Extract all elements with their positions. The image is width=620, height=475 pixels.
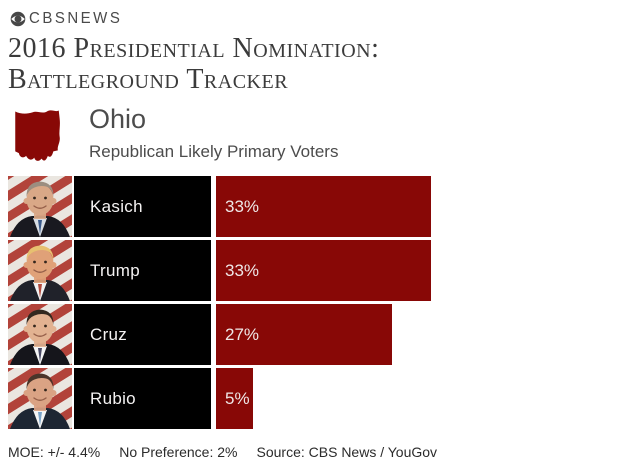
candidate-row-rubio: Rubio 5% bbox=[8, 368, 612, 429]
poll-value: 5% bbox=[225, 388, 250, 408]
moe-note: MOE: +/- 4.4% bbox=[8, 444, 101, 460]
bar-area: 33% bbox=[216, 240, 612, 301]
candidate-name: Cruz bbox=[90, 324, 128, 344]
state-header: Ohio Republican Likely Primary Voters bbox=[8, 103, 338, 165]
cruz-photo bbox=[8, 304, 72, 365]
source-note: Source: CBS News / YouGov bbox=[256, 444, 438, 460]
title-line-2: Battleground Tracker bbox=[8, 64, 289, 96]
candidate-name-box: Cruz bbox=[74, 304, 211, 365]
page-title: 2016 Presidential Nomination: Battlegrou… bbox=[8, 33, 379, 95]
poll-value: 27% bbox=[225, 324, 260, 344]
bar-area: 5% bbox=[216, 368, 612, 429]
candidate-row-kasich: Kasich 33% bbox=[8, 176, 612, 237]
no-preference-note: No Preference: 2% bbox=[119, 444, 238, 460]
candidate-name: Rubio bbox=[90, 388, 136, 408]
candidate-name-box: Trump bbox=[74, 240, 211, 301]
poll-bar: 27% bbox=[216, 304, 392, 365]
poll-bar: 33% bbox=[216, 176, 431, 237]
footer-notes: MOE: +/- 4.4% No Preference: 2% Source: … bbox=[8, 444, 437, 460]
poll-subtitle: Republican Likely Primary Voters bbox=[89, 142, 339, 161]
title-line-1: 2016 Presidential Nomination: bbox=[8, 33, 380, 64]
bar-area: 27% bbox=[216, 304, 612, 365]
poll-value: 33% bbox=[225, 260, 260, 280]
candidate-name-box: Kasich bbox=[74, 176, 211, 237]
candidate-name: Kasich bbox=[90, 196, 143, 216]
state-name: Ohio bbox=[89, 104, 147, 134]
poll-bar: 33% bbox=[216, 240, 431, 301]
kasich-photo bbox=[8, 176, 72, 237]
candidate-name-box: Rubio bbox=[74, 368, 211, 429]
poll-bar: 5% bbox=[216, 368, 253, 429]
trump-photo bbox=[8, 240, 72, 301]
poll-bar-chart: Kasich 33% Trump bbox=[8, 176, 612, 432]
cbs-news-wordmark: CBSNEWS bbox=[29, 9, 123, 28]
bar-area: 33% bbox=[216, 176, 612, 237]
poll-value: 33% bbox=[225, 196, 260, 216]
candidate-row-trump: Trump 33% bbox=[8, 240, 612, 301]
cbs-news-logo: CBSNEWS bbox=[10, 10, 122, 27]
rubio-photo bbox=[8, 368, 72, 429]
candidate-row-cruz: Cruz 27% bbox=[8, 304, 612, 365]
ohio-state-icon bbox=[8, 105, 66, 165]
cbs-eye-icon bbox=[10, 11, 26, 27]
candidate-name: Trump bbox=[90, 260, 140, 280]
